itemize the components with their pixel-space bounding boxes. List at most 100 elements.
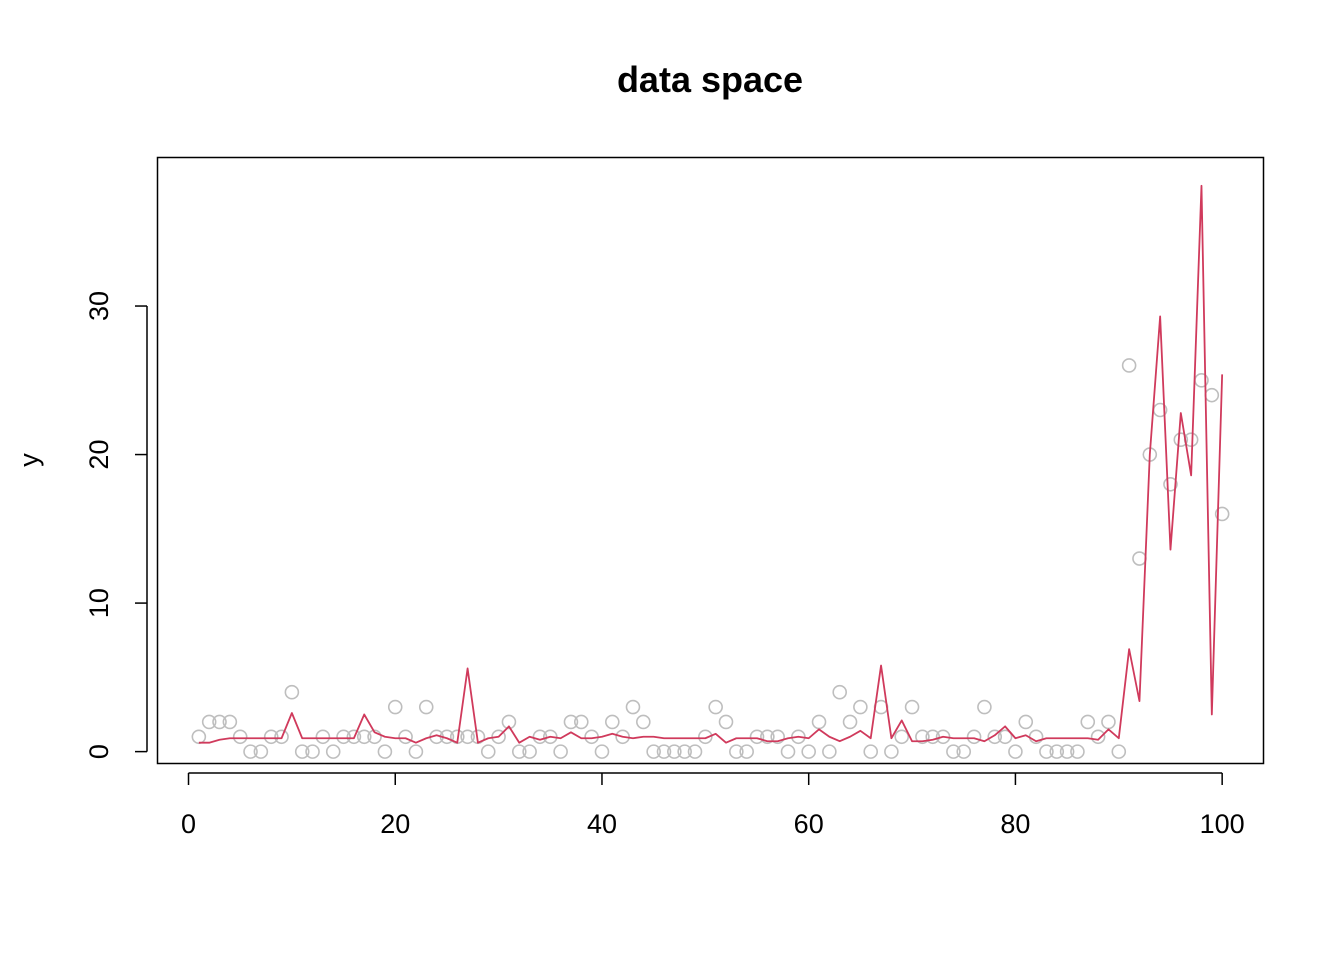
data-point: [1204, 387, 1220, 403]
data-point: [770, 729, 785, 745]
data-point: [687, 744, 703, 759]
data-point: [305, 744, 320, 759]
data-point: [563, 714, 579, 730]
x-tick-label: 100: [1200, 809, 1245, 839]
data-point: [284, 684, 300, 700]
data-point: [760, 729, 775, 745]
data-point: [542, 729, 558, 745]
data-point: [708, 699, 723, 715]
data-point: [1163, 476, 1178, 492]
data-point: [729, 744, 744, 759]
data-point: [904, 699, 920, 715]
data-point: [253, 744, 269, 759]
data-point: [677, 744, 692, 759]
data-point: [573, 714, 589, 730]
data-point: [646, 744, 661, 759]
data-point: [460, 729, 475, 745]
data-point: [977, 699, 992, 715]
data-point: [863, 744, 879, 759]
data-point: [1059, 744, 1075, 759]
data-point: [232, 729, 248, 745]
data-point: [398, 729, 413, 745]
data-point: [408, 744, 424, 759]
data-point: [1132, 551, 1147, 566]
data-point: [480, 744, 496, 759]
y-axis-label: y: [14, 453, 44, 467]
data-point: [791, 729, 806, 745]
data-point: [811, 714, 827, 730]
data-point: [1111, 744, 1127, 759]
data-point: [212, 714, 227, 730]
data-point: [935, 729, 951, 745]
data-point: [532, 729, 548, 745]
x-tick-label: 0: [181, 809, 196, 839]
chart-title: data space: [617, 59, 803, 100]
data-point: [718, 714, 734, 730]
x-tick-label: 80: [1000, 809, 1030, 839]
data-point: [625, 699, 641, 715]
data-point: [377, 744, 393, 759]
data-point: [1090, 729, 1106, 745]
data-point: [1070, 744, 1085, 759]
line-series: [198, 184, 1224, 744]
y-tick-label: 20: [84, 440, 114, 470]
data-point: [1008, 744, 1023, 759]
y-tick-label: 10: [84, 588, 114, 618]
data-point: [801, 744, 816, 759]
x-tick-label: 60: [794, 809, 824, 839]
data-point: [263, 729, 279, 745]
data-point: [553, 744, 568, 759]
data-point: [1121, 358, 1137, 373]
data-point: [315, 729, 331, 745]
x-axis: 0 20 40 60 80 100: [181, 772, 1245, 839]
data-point: [336, 729, 351, 745]
data-point: [191, 729, 207, 745]
data-point: [1049, 744, 1065, 759]
x-tick-label: 40: [587, 809, 617, 839]
y-tick-label: 30: [84, 291, 114, 321]
data-point: [698, 729, 713, 745]
data-point: [780, 744, 796, 759]
data-point: [491, 729, 506, 745]
data-point: [997, 729, 1013, 745]
y-tick-label: 0: [84, 744, 114, 759]
points-series: [191, 358, 1230, 759]
data-point: [1214, 506, 1230, 522]
data-point: [1173, 432, 1189, 448]
data-point: [822, 744, 837, 759]
data-point: [522, 744, 537, 759]
data-point: [636, 714, 651, 730]
data-point: [853, 699, 868, 715]
data-point: [1018, 714, 1034, 730]
data-point: [739, 744, 754, 759]
data-point: [832, 684, 848, 700]
data-point: [1080, 714, 1096, 730]
fitted-line: [198, 184, 1224, 744]
data-point: [418, 699, 434, 715]
data-point: [884, 744, 899, 759]
data-point: [243, 744, 258, 759]
data-point: [1039, 744, 1054, 759]
data-point: [915, 729, 930, 745]
data-point: [987, 729, 1003, 745]
data-point: [325, 744, 341, 759]
data-point: [656, 744, 672, 759]
data-point: [201, 714, 217, 730]
data-point: [367, 729, 382, 745]
data-point: [966, 729, 982, 745]
data-point: [749, 729, 765, 745]
data-point: [387, 699, 403, 715]
plot-frame: [156, 156, 1265, 765]
y-axis: 0 10 20 30: [84, 291, 148, 759]
data-point: [294, 744, 310, 759]
data-point: [615, 729, 630, 745]
data-point: [222, 714, 238, 730]
x-tick-label: 20: [380, 809, 410, 839]
data-point: [501, 714, 517, 730]
data-point: [605, 714, 620, 730]
data-point: [894, 729, 910, 745]
data-point: [925, 729, 941, 745]
data-point: [667, 744, 682, 759]
data-point: [511, 744, 527, 759]
